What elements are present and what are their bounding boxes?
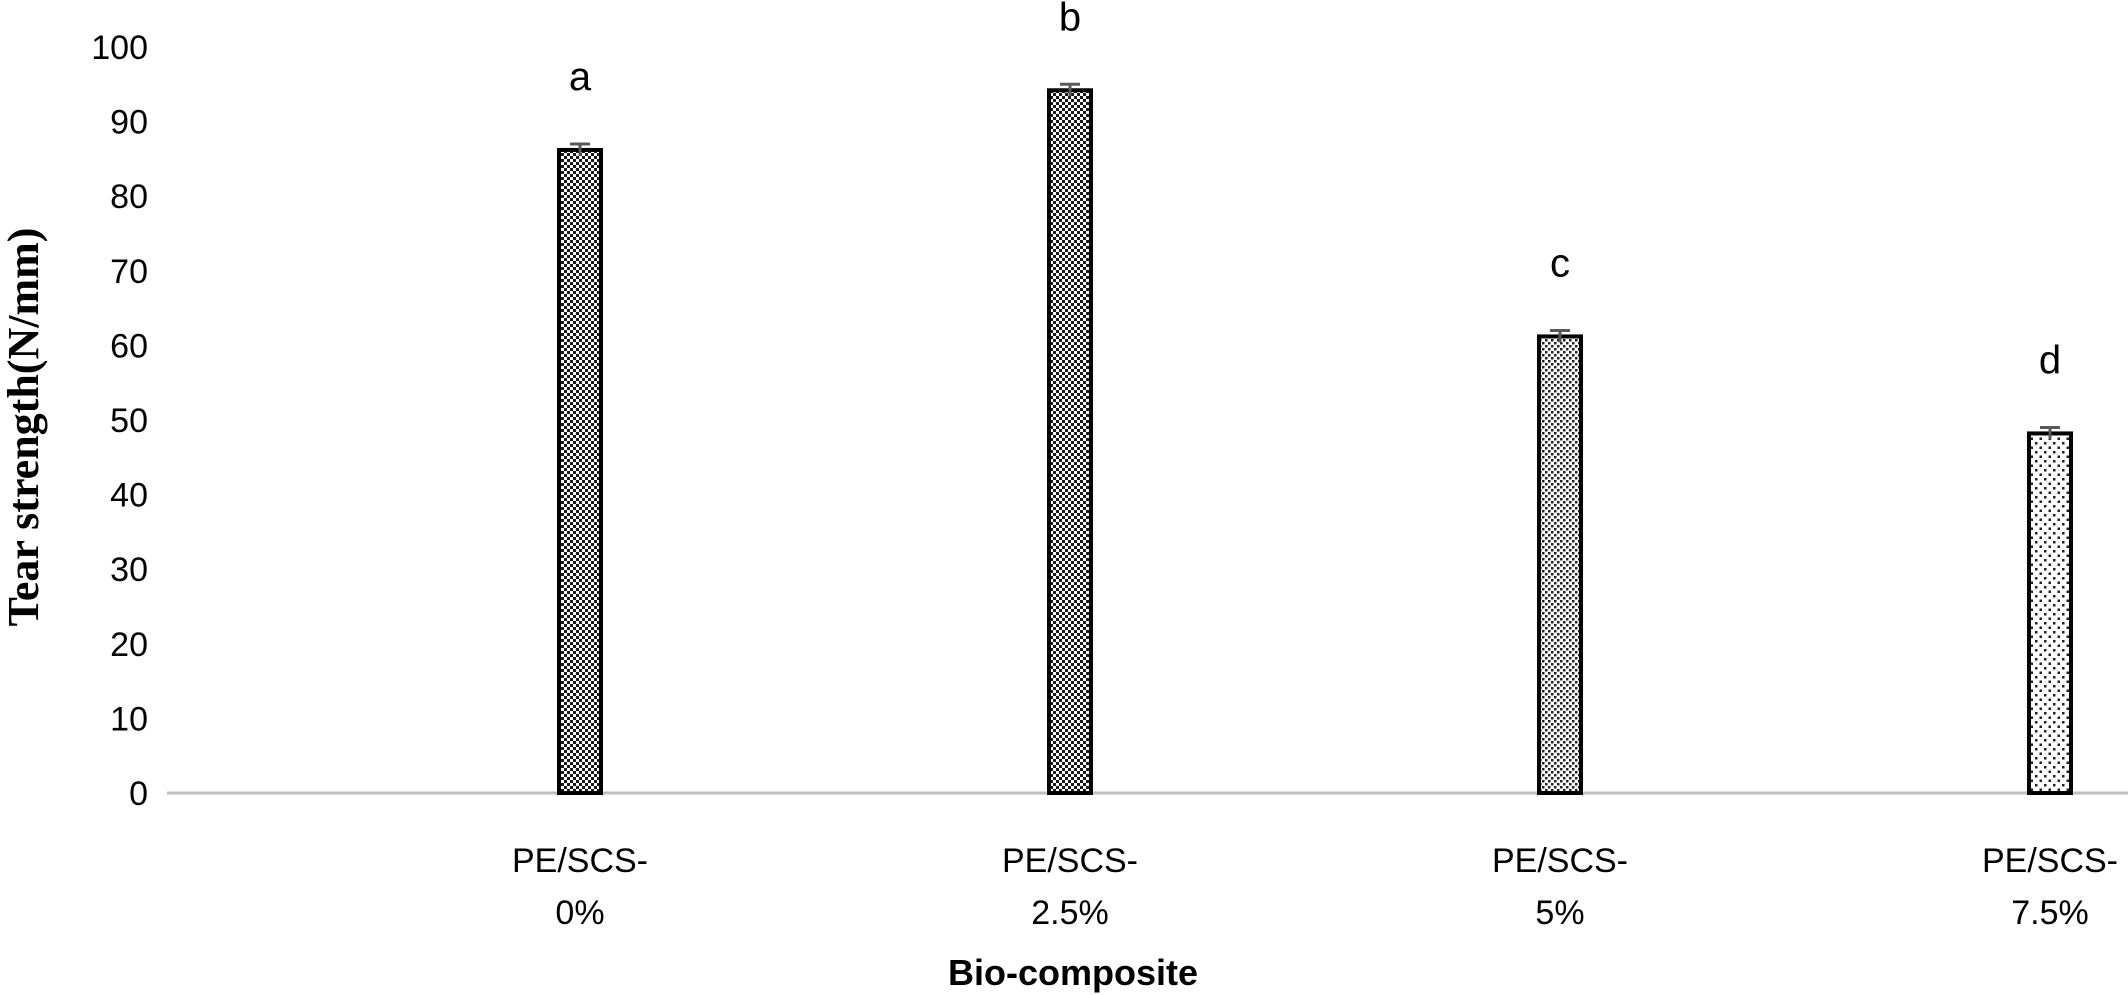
x-category-label: 7.5% [2011, 894, 2089, 932]
x-category-label: PE/SCS- [512, 842, 648, 880]
x-axis-category-labels: PE/SCS- 0% PE/SCS- 2.5% PE/SCS- 5% PE/SCS- 7.5% [512, 842, 2118, 932]
x-category-label: 0% [555, 894, 604, 932]
y-tick-label: 90 [110, 104, 148, 142]
bar [2027, 431, 2073, 795]
y-axis-tick-labels: 0 10 20 30 40 50 60 70 80 90 100 [91, 29, 148, 813]
x-category-label: PE/SCS- [1492, 842, 1628, 880]
x-category-label: 5% [1535, 894, 1584, 932]
y-tick-label: 10 [110, 700, 148, 738]
y-tick-label: 0 [129, 775, 148, 813]
y-tick-label: 100 [91, 29, 148, 67]
bar [1537, 334, 1583, 795]
bar [1047, 88, 1093, 795]
y-axis-title: Tear strength(N/mm) [0, 228, 48, 627]
significance-letter: b [1059, 0, 1081, 39]
y-tick-label: 40 [110, 477, 148, 515]
x-category-label: 2.5% [1031, 894, 1109, 932]
y-tick-label: 70 [110, 253, 148, 291]
significance-letter: c [1550, 241, 1570, 285]
y-tick-label: 50 [110, 402, 148, 440]
y-tick-label: 20 [110, 626, 148, 664]
y-tick-label: 80 [110, 178, 148, 216]
bars-group: a b c d [557, 0, 2073, 795]
significance-letter: d [2039, 338, 2061, 382]
y-tick-label: 60 [110, 327, 148, 365]
significance-letter: a [569, 55, 592, 99]
y-tick-label: 30 [110, 551, 148, 589]
x-category-label: PE/SCS- [1002, 842, 1138, 880]
bar [557, 147, 603, 795]
x-category-label: PE/SCS- [1982, 842, 2118, 880]
x-axis-title: Bio-composite [948, 952, 1198, 993]
